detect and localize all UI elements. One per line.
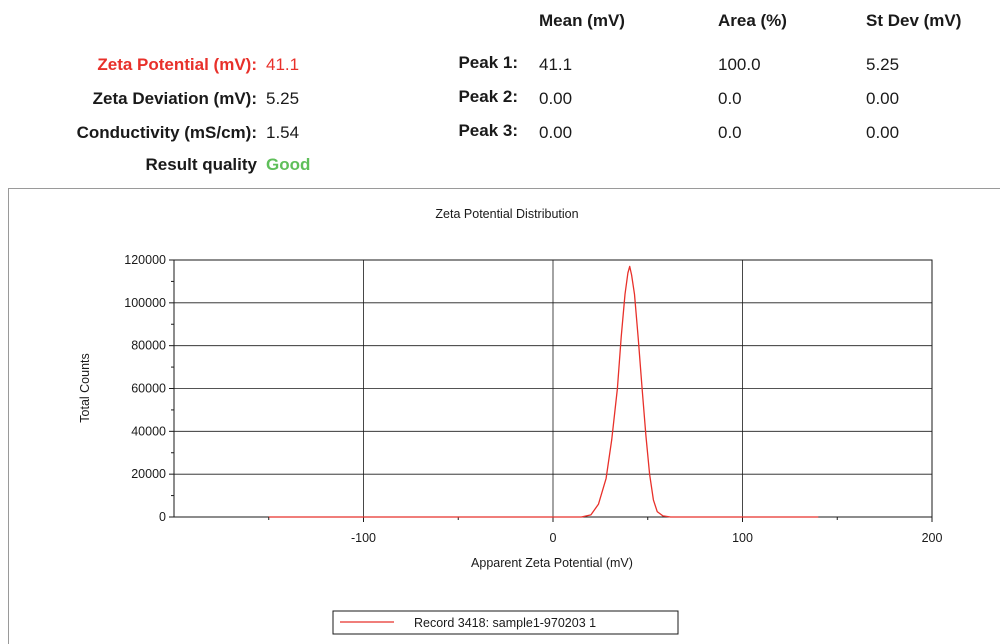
chart-legend: Record 3418: sample1-970203 1 <box>332 610 679 635</box>
peak-1-label: Peak 1: <box>458 53 518 72</box>
peak-2-area: 0.0 <box>718 89 742 108</box>
peak-1-area: 100.0 <box>718 55 761 74</box>
y-axis-label: Total Counts <box>78 353 92 422</box>
y-tick-label: 80000 <box>131 339 166 353</box>
area-column-header: Area (%) <box>718 11 787 30</box>
x-axis-label: Apparent Zeta Potential (mV) <box>471 556 633 570</box>
zeta-potential-label: Zeta Potential (mV): <box>97 55 257 74</box>
y-tick-label: 120000 <box>124 253 166 267</box>
peak-3-area: 0.0 <box>718 123 742 142</box>
zeta-potential-value: 41.1 <box>266 55 300 74</box>
chart-series <box>268 265 819 518</box>
chart-ticks: 0 20000 40000 60000 80000 100000 120000 -100 0 10… <box>124 253 942 545</box>
y-tick-label: 40000 <box>131 424 166 438</box>
y-tick-label: 60000 <box>131 382 166 396</box>
peak-2-mean: 0.00 <box>539 89 573 108</box>
y-tick-label: 0 <box>159 510 166 524</box>
peak-3-label: Peak 3: <box>458 121 518 140</box>
zeta-deviation-label: Zeta Deviation (mV): <box>92 89 257 108</box>
y-tick-label: 20000 <box>131 467 166 481</box>
conductivity-label: Conductivity (mS/cm): <box>76 123 257 142</box>
y-tick-label: 100000 <box>124 296 166 310</box>
legend-box <box>332 610 679 635</box>
peak-2-stdev: 0.00 <box>866 89 900 108</box>
result-quality-label: Result quality <box>145 155 257 174</box>
x-tick-label: 200 <box>922 531 943 545</box>
peak-2-label: Peak 2: <box>458 87 518 106</box>
result-quality-value: Good <box>266 155 311 174</box>
peak-3-stdev: 0.00 <box>866 123 900 142</box>
x-tick-label: 0 <box>550 531 557 545</box>
x-tick-label: -100 <box>351 531 376 545</box>
chart-panel <box>8 188 1000 644</box>
legend-label: Record 3418: sample1-970203 1 <box>414 616 596 630</box>
conductivity-value: 1.54 <box>266 123 300 142</box>
chart-title: Zeta Potential Distribution <box>435 207 578 221</box>
stdev-column-header: St Dev (mV) <box>866 11 962 30</box>
series-line-1 <box>268 265 819 518</box>
x-tick-label: 100 <box>732 531 753 545</box>
zeta-deviation-value: 5.25 <box>266 89 300 108</box>
peak-1-stdev: 5.25 <box>866 55 900 74</box>
mean-column-header: Mean (mV) <box>539 11 625 30</box>
results-summary: Zeta Potential (mV): 41.1 Zeta Deviation… <box>0 0 1000 185</box>
peak-3-mean: 0.00 <box>539 123 573 142</box>
peak-1-mean: 41.1 <box>539 55 573 74</box>
chart-grid <box>174 260 932 517</box>
